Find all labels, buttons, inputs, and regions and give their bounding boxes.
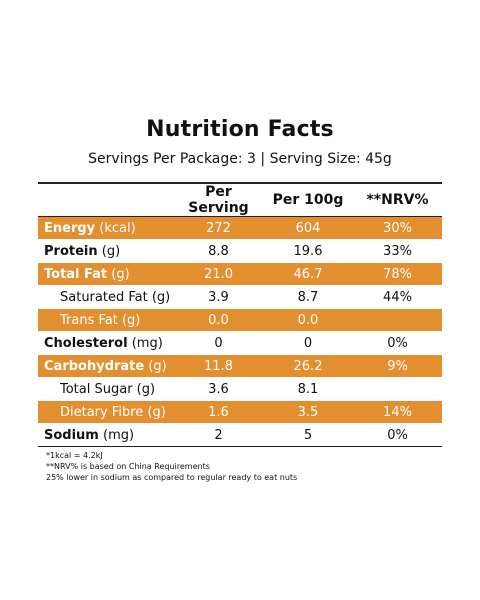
per-serving-value: 272 — [206, 220, 231, 236]
row-label: Saturated Fat (g) — [60, 289, 171, 305]
per-serving-value: 21.0 — [204, 266, 233, 282]
per-100g-value: 46.7 — [293, 266, 323, 282]
nutrition-table: Per Serving Per 100g **NRV% Energy (kcal… — [38, 182, 442, 447]
nutrient-name: Cholesterol — [44, 335, 128, 351]
nrv-value: 14% — [383, 404, 412, 420]
per-100g-value: 19.6 — [293, 243, 323, 259]
per-serving-value: 8.8 — [208, 243, 229, 259]
per-100g-value: 0 — [303, 335, 313, 351]
serving-info: Servings Per Package: 3 | Serving Size: … — [88, 151, 392, 167]
row-label: Carbohydrate (g) — [38, 359, 174, 374]
row-protein: Protein (g) 8.8 19.6 33% — [38, 240, 442, 263]
nutrient-unit: (mg) — [127, 335, 163, 351]
per-serving-value: 11.8 — [204, 358, 233, 374]
row-cholesterol: Cholesterol (mg) 0 0 0% — [38, 332, 442, 355]
nutrient-unit: (g) — [144, 358, 167, 374]
row-total-sugar: Total Sugar (g) 3.6 8.1 — [38, 378, 442, 401]
per-serving-value: 2 — [214, 427, 223, 443]
per-100g-value: 3.5 — [297, 404, 319, 420]
nutrient-name: Carbohydrate — [44, 358, 145, 374]
nutrient-unit: (g) — [107, 266, 130, 282]
row-label: Cholesterol (mg) — [38, 336, 174, 351]
row-label: Dietary Fibre (g) — [60, 404, 166, 420]
row-label: Total Fat (g) — [38, 267, 174, 282]
row-label: Trans Fat (g) — [60, 312, 141, 328]
per-100g-value: 5 — [303, 427, 313, 443]
per-100g-value: 604 — [295, 220, 321, 236]
nrv-value: 78% — [383, 266, 412, 282]
footnotes: *1kcal = 4.2kJ **NRV% is based on China … — [46, 450, 297, 483]
row-saturated-fat: Saturated Fat (g) 3.9 8.7 44% — [38, 286, 442, 309]
row-total-fat: Total Fat (g) 21.0 46.7 78% — [38, 263, 442, 286]
row-label: Protein (g) — [38, 244, 174, 259]
footnote-sodium: 25% lower in sodium as compared to regul… — [46, 473, 298, 482]
per-100g-value: 8.1 — [297, 381, 319, 397]
nrv-value: 30% — [383, 220, 412, 236]
row-sodium: Sodium (mg) 2 5 0% — [38, 424, 442, 447]
per-serving-value: 0.0 — [208, 312, 229, 328]
row-dietary-fibre: Dietary Fibre (g) 1.6 3.5 14% — [38, 401, 442, 424]
nutrient-name: Total Fat — [44, 266, 108, 282]
row-label: Sodium (mg) — [38, 428, 174, 443]
header-per-serving: Per Serving — [188, 184, 249, 216]
nutrient-name: Sodium — [44, 427, 99, 443]
nutrient-unit: (g) — [97, 243, 121, 259]
nrv-value: 33% — [383, 243, 412, 259]
footnote-kcal: *1kcal = 4.2kJ — [46, 451, 103, 460]
header-per-100g: Per 100g — [272, 192, 344, 208]
nutrient-unit: (kcal) — [95, 220, 136, 236]
per-serving-value: 3.9 — [208, 289, 229, 305]
nrv-value: 44% — [383, 289, 412, 305]
row-label: Total Sugar (g) — [60, 381, 156, 397]
row-label: Energy (kcal) — [38, 221, 174, 236]
per-100g-value: 8.7 — [297, 289, 319, 305]
per-serving-value: 3.6 — [208, 381, 229, 397]
nutrient-name: Energy — [44, 220, 96, 236]
per-serving-value: 1.6 — [208, 404, 229, 420]
per-100g-value: 0.0 — [297, 312, 319, 328]
header-nrv: **NRV% — [366, 192, 429, 208]
nutrient-unit: (mg) — [98, 427, 135, 443]
nrv-value: 0% — [387, 335, 408, 351]
nrv-value: 0% — [387, 427, 408, 443]
row-trans-fat: Trans Fat (g) 0.0 0.0 — [38, 309, 442, 332]
page-title: Nutrition Facts — [146, 117, 334, 142]
footnote-nrv: **NRV% is based on China Requirements — [46, 462, 210, 471]
per-100g-value: 26.2 — [293, 358, 323, 374]
row-energy: Energy (kcal) 272 604 30% — [38, 217, 442, 240]
row-carbohydrate: Carbohydrate (g) 11.8 26.2 9% — [38, 355, 442, 378]
table-header: Per Serving Per 100g **NRV% — [38, 184, 442, 217]
nrv-value: 9% — [387, 358, 408, 374]
nutrient-name: Protein — [44, 243, 98, 259]
per-serving-value: 0 — [214, 335, 223, 351]
